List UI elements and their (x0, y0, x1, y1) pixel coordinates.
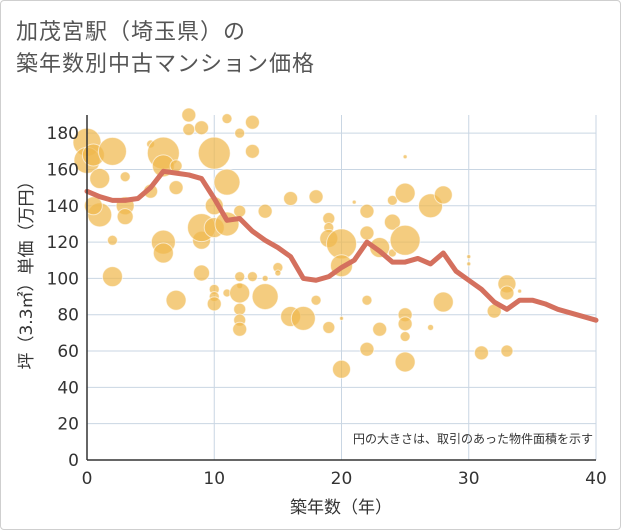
y-tick-label: 60 (57, 342, 79, 362)
chart-title-line2: 築年数別中古マンション価格 (16, 52, 316, 77)
bubble-point (389, 224, 421, 256)
bubble-point (394, 351, 416, 373)
bubble-point (308, 189, 324, 205)
bubble-point (310, 294, 322, 306)
series-lines (84, 168, 599, 323)
bubble-point (246, 271, 258, 283)
y-tick-label: 160 (47, 160, 79, 180)
bubble-point (213, 168, 241, 196)
x-tick-label: 10 (203, 469, 225, 489)
bubble-point (359, 225, 375, 241)
bubbles (72, 107, 523, 379)
bubble-point (181, 107, 197, 123)
bubble-point (83, 196, 103, 216)
bubble-point (168, 180, 184, 196)
y-tick-label: 0 (68, 451, 79, 471)
bubble-point (359, 341, 375, 357)
bubble-point (261, 274, 269, 282)
bubble-point (257, 203, 273, 219)
y-tick-label: 80 (57, 306, 79, 326)
bubble-point (193, 264, 211, 282)
bubble-point (427, 323, 435, 331)
bubble-point (499, 285, 515, 301)
bubble-point (339, 315, 344, 321)
bubble-point (322, 320, 336, 334)
bubble-point (332, 359, 351, 379)
bubble-point (386, 194, 398, 206)
axes (86, 115, 596, 461)
bubble-point (232, 321, 248, 337)
chart-note: 円の大きさは、取引のあった物件面積を示す (353, 431, 593, 446)
bubble-point (402, 154, 408, 160)
bubble-point (106, 234, 118, 246)
x-tick-label: 30 (458, 469, 480, 489)
bubble-point (394, 182, 416, 204)
bubble-point (101, 266, 123, 288)
bubble-point (283, 191, 299, 207)
bubble-point (89, 168, 111, 190)
bubble-point (399, 331, 411, 343)
bubble-point (221, 113, 233, 125)
bubble-point (432, 291, 454, 313)
bubble-point (397, 316, 413, 332)
bubble-point (206, 296, 222, 312)
x-tick-label: 40 (585, 469, 607, 489)
bubble-point (116, 208, 134, 226)
bubble-point (234, 271, 246, 283)
bubble-point (359, 203, 375, 219)
bubble-point (433, 185, 453, 205)
y-tick-label: 140 (47, 197, 79, 217)
y-tick-label: 20 (57, 415, 79, 435)
bubble-point (500, 344, 514, 358)
bubble-point (97, 136, 127, 166)
bubble-point (290, 305, 316, 331)
y-tick-label: 120 (47, 233, 79, 253)
y-tick-label: 180 (47, 124, 79, 144)
x-axis-label: 築年数（年） (290, 498, 392, 518)
bubble-point (251, 283, 279, 311)
bubble-point (372, 321, 388, 337)
bubble-point (244, 143, 260, 159)
bubble-point (165, 289, 187, 311)
x-tick-label: 0 (82, 469, 93, 489)
x-tick-label: 20 (331, 469, 353, 489)
bubble-point (244, 114, 260, 130)
y-tick-label: 100 (47, 269, 79, 289)
bubble-point (466, 254, 472, 260)
bubble-point (197, 136, 231, 170)
bubble-point (152, 242, 174, 264)
average-price-line (84, 168, 599, 323)
bubble-point (233, 204, 247, 218)
bubble-point (182, 123, 196, 137)
bubble-point (351, 199, 357, 205)
bubble-point (234, 127, 246, 139)
bubble-point (466, 261, 472, 267)
bubble-point (383, 213, 401, 231)
bubble-point (233, 302, 247, 316)
y-axis-label: 坪（3.3㎡）単価（万円） (17, 172, 37, 369)
bubble-point (517, 288, 523, 294)
bubble-point (361, 294, 373, 306)
bubble-point (194, 120, 210, 136)
bubble-point (274, 269, 282, 277)
bubble-point (229, 282, 251, 304)
chart-title-line1: 加茂宮駅（埼玉県）の (16, 20, 247, 45)
bubble-point (473, 345, 489, 361)
bubble-point (119, 171, 131, 183)
tick-labels: 0 20 40 60 80 100 120 140 160 180 0 10 20 30 40 (47, 124, 607, 489)
y-tick-label: 40 (57, 378, 79, 398)
